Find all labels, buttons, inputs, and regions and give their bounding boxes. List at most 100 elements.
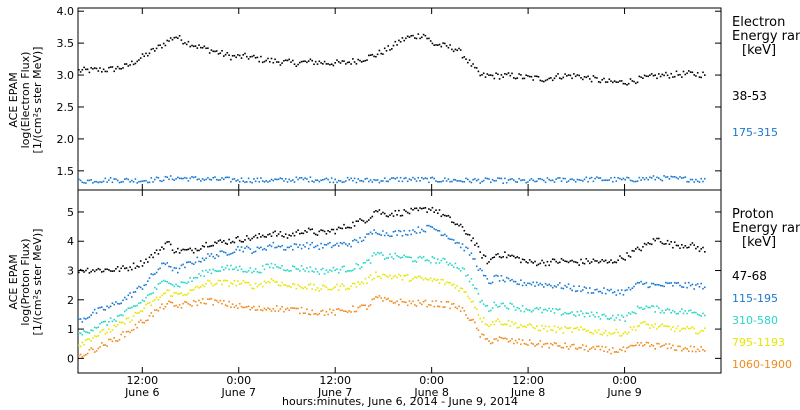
proton-point <box>458 290 460 292</box>
proton-point <box>658 307 660 309</box>
proton-point <box>184 301 186 303</box>
proton-point <box>576 311 579 313</box>
electron-point <box>203 45 206 48</box>
proton-point <box>394 301 397 304</box>
proton-point <box>293 234 296 237</box>
proton-point <box>528 282 531 285</box>
electron-point <box>612 81 614 84</box>
proton-point <box>353 225 356 227</box>
electron-point <box>376 179 379 181</box>
proton-point <box>544 342 547 345</box>
proton-point <box>587 291 589 294</box>
proton-point <box>638 282 641 284</box>
proton-point <box>415 232 418 234</box>
proton-point <box>116 266 119 268</box>
proton-point <box>576 326 579 329</box>
proton-point <box>599 290 602 293</box>
electron-point <box>479 74 481 77</box>
proton-point <box>658 326 660 328</box>
proton-point <box>514 257 517 259</box>
electron-point <box>258 60 260 63</box>
electron-point <box>458 180 460 182</box>
proton-point <box>108 321 110 323</box>
proton-point <box>530 283 533 286</box>
electron-point <box>265 180 267 182</box>
electron-point <box>670 175 672 178</box>
electron-point <box>85 68 87 71</box>
proton-point <box>490 282 492 285</box>
proton-point <box>359 218 361 220</box>
proton-point <box>550 329 552 331</box>
proton-point <box>334 244 336 246</box>
proton-point <box>440 234 443 237</box>
xtick-date-label-3: June 8 <box>413 386 448 399</box>
proton-point <box>120 302 122 305</box>
proton-point <box>228 253 230 256</box>
proton-point <box>302 268 305 270</box>
proton-point <box>438 230 441 232</box>
proton-point <box>403 274 405 277</box>
proton-point <box>178 285 181 288</box>
proton-point <box>221 241 223 243</box>
proton-point <box>599 260 602 263</box>
proton-point <box>187 261 190 263</box>
proton-point <box>553 325 556 328</box>
proton-point <box>366 220 368 223</box>
electron-point <box>139 180 142 183</box>
electron-point <box>438 181 441 183</box>
proton-point <box>493 275 496 277</box>
proton-point <box>665 243 667 245</box>
proton-point <box>564 342 566 345</box>
proton-point <box>415 305 418 307</box>
proton-point <box>698 331 701 334</box>
proton-point <box>654 348 656 350</box>
proton-point <box>580 326 582 328</box>
proton-point <box>265 263 267 266</box>
electron-point <box>283 60 285 62</box>
proton-point <box>373 211 375 213</box>
proton-point <box>297 229 299 231</box>
proton-point <box>235 266 237 269</box>
proton-point <box>155 288 158 290</box>
proton-point <box>688 281 690 284</box>
electron-point <box>302 60 305 63</box>
electron-point <box>617 177 619 179</box>
proton-point <box>253 305 255 308</box>
proton-point <box>256 285 259 288</box>
proton-point <box>86 317 89 319</box>
proton-point <box>444 306 446 308</box>
proton-point <box>589 262 591 265</box>
electron-point <box>419 37 421 40</box>
proton-point <box>233 251 236 253</box>
electron-point <box>132 181 135 183</box>
electron-point <box>702 180 704 183</box>
proton-point <box>505 338 508 340</box>
proton-point <box>157 283 160 285</box>
proton-point <box>426 211 428 213</box>
proton-point <box>125 267 128 269</box>
proton-point <box>546 284 549 287</box>
proton-point <box>500 256 503 259</box>
proton-point <box>364 236 367 238</box>
proton-point <box>272 231 275 234</box>
proton-point <box>530 342 533 345</box>
electron-point <box>230 58 232 61</box>
electron-point <box>249 56 252 58</box>
electron-point <box>490 74 492 76</box>
electron-point <box>191 176 193 178</box>
electron-point <box>111 66 114 68</box>
electron-point <box>684 73 687 76</box>
proton-point <box>613 319 616 321</box>
electron-point <box>597 177 600 179</box>
electron-point <box>194 176 197 178</box>
proton-point <box>154 273 156 275</box>
proton-point <box>495 320 497 322</box>
proton-point <box>613 351 616 353</box>
proton-point <box>124 310 126 313</box>
proton-point <box>292 265 294 267</box>
proton-point <box>299 270 301 272</box>
proton-ytick-label-1: 1 <box>67 323 74 336</box>
electron-point <box>364 178 367 180</box>
proton-point <box>90 329 92 331</box>
electron-point <box>78 178 80 181</box>
